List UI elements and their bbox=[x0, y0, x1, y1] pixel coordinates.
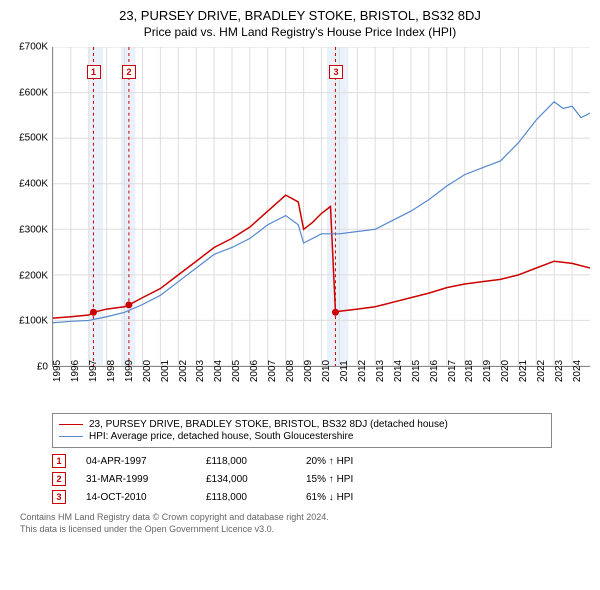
y-tick-label: £500K bbox=[19, 133, 48, 144]
x-tick-label: 2006 bbox=[249, 360, 260, 382]
sales-table: 104-APR-1997£118,00020% ↑ HPI231-MAR-199… bbox=[52, 454, 590, 504]
y-tick-label: £100K bbox=[19, 316, 48, 327]
x-tick-label: 1996 bbox=[70, 360, 81, 382]
x-tick-label: 2013 bbox=[375, 360, 386, 382]
legend-item: 23, PURSEY DRIVE, BRADLEY STOKE, BRISTOL… bbox=[59, 419, 545, 430]
y-tick-label: £300K bbox=[19, 224, 48, 235]
x-tick-label: 1998 bbox=[106, 360, 117, 382]
legend-swatch bbox=[59, 436, 83, 437]
sales-price: £134,000 bbox=[206, 474, 306, 485]
legend-label: HPI: Average price, detached house, Sout… bbox=[89, 431, 353, 442]
sales-row: 1 04-APR-1997£118,00020% ↑ HPI bbox=[52, 454, 590, 468]
event-marker-2: 2 bbox=[122, 65, 136, 79]
chart-title-subtitle: Price paid vs. HM Land Registry's House … bbox=[10, 25, 590, 39]
x-tick-label: 2017 bbox=[447, 360, 458, 382]
y-tick-label: £400K bbox=[19, 179, 48, 190]
event-marker-1: 1 bbox=[87, 65, 101, 79]
sales-hpi: 20% ↑ HPI bbox=[306, 456, 406, 467]
sales-price: £118,000 bbox=[206, 492, 306, 503]
chart-container: 23, PURSEY DRIVE, BRADLEY STOKE, BRISTOL… bbox=[0, 0, 600, 543]
legend-box: 23, PURSEY DRIVE, BRADLEY STOKE, BRISTOL… bbox=[52, 413, 552, 448]
x-tick-label: 2005 bbox=[231, 360, 242, 382]
sales-date: 31-MAR-1999 bbox=[86, 474, 206, 485]
x-tick-label: 1999 bbox=[124, 360, 135, 382]
legend-item: HPI: Average price, detached house, Sout… bbox=[59, 431, 545, 442]
x-tick-label: 2016 bbox=[429, 360, 440, 382]
plot-svg bbox=[53, 47, 590, 366]
sales-row: 2 31-MAR-1999£134,00015% ↑ HPI bbox=[52, 472, 590, 486]
sales-hpi: 15% ↑ HPI bbox=[306, 474, 406, 485]
event-marker-3: 3 bbox=[329, 65, 343, 79]
x-tick-label: 2008 bbox=[285, 360, 296, 382]
x-tick-label: 2003 bbox=[195, 360, 206, 382]
x-tick-label: 2023 bbox=[554, 360, 565, 382]
sales-hpi: 61% ↓ HPI bbox=[306, 492, 406, 503]
plot-wrapper: £0£100K£200K£300K£400K£500K£600K£700K 12… bbox=[10, 47, 590, 407]
footer-line2: This data is licensed under the Open Gov… bbox=[20, 524, 590, 536]
x-tick-label: 2004 bbox=[213, 360, 224, 382]
y-axis: £0£100K£200K£300K£400K£500K£600K£700K bbox=[10, 47, 52, 367]
x-tick-label: 2020 bbox=[500, 360, 511, 382]
x-tick-label: 2024 bbox=[572, 360, 583, 382]
y-tick-label: £700K bbox=[19, 42, 48, 53]
sales-date: 14-OCT-2010 bbox=[86, 492, 206, 503]
sales-row: 3 14-OCT-2010£118,00061% ↓ HPI bbox=[52, 490, 590, 504]
sales-marker: 1 bbox=[52, 454, 66, 468]
footer-line1: Contains HM Land Registry data © Crown c… bbox=[20, 512, 590, 524]
x-tick-label: 2018 bbox=[464, 360, 475, 382]
x-tick-label: 2011 bbox=[339, 360, 350, 382]
x-axis: 1995199619971998199920002001200220032004… bbox=[52, 367, 590, 407]
y-tick-label: £600K bbox=[19, 87, 48, 98]
legend-label: 23, PURSEY DRIVE, BRADLEY STOKE, BRISTOL… bbox=[89, 419, 448, 430]
x-tick-label: 2010 bbox=[321, 360, 332, 382]
x-tick-label: 2007 bbox=[267, 360, 278, 382]
y-tick-label: £200K bbox=[19, 270, 48, 281]
footer-note: Contains HM Land Registry data © Crown c… bbox=[20, 512, 590, 535]
x-tick-label: 2009 bbox=[303, 360, 314, 382]
x-tick-label: 1995 bbox=[52, 360, 63, 382]
sales-marker: 3 bbox=[52, 490, 66, 504]
y-tick-label: £0 bbox=[37, 362, 48, 373]
x-tick-label: 2014 bbox=[393, 360, 404, 382]
sales-price: £118,000 bbox=[206, 456, 306, 467]
plot-area: 1 2 3 bbox=[52, 47, 590, 367]
sales-date: 04-APR-1997 bbox=[86, 456, 206, 467]
x-tick-label: 2021 bbox=[518, 360, 529, 382]
x-tick-label: 1997 bbox=[88, 360, 99, 382]
x-tick-label: 2001 bbox=[160, 360, 171, 382]
x-tick-label: 2015 bbox=[411, 360, 422, 382]
x-tick-label: 2000 bbox=[142, 360, 153, 382]
x-tick-label: 2022 bbox=[536, 360, 547, 382]
x-tick-label: 2012 bbox=[357, 360, 368, 382]
x-tick-label: 2002 bbox=[178, 360, 189, 382]
sales-marker: 2 bbox=[52, 472, 66, 486]
x-tick-label: 2019 bbox=[482, 360, 493, 382]
legend-swatch bbox=[59, 424, 83, 425]
chart-title-address: 23, PURSEY DRIVE, BRADLEY STOKE, BRISTOL… bbox=[10, 8, 590, 23]
